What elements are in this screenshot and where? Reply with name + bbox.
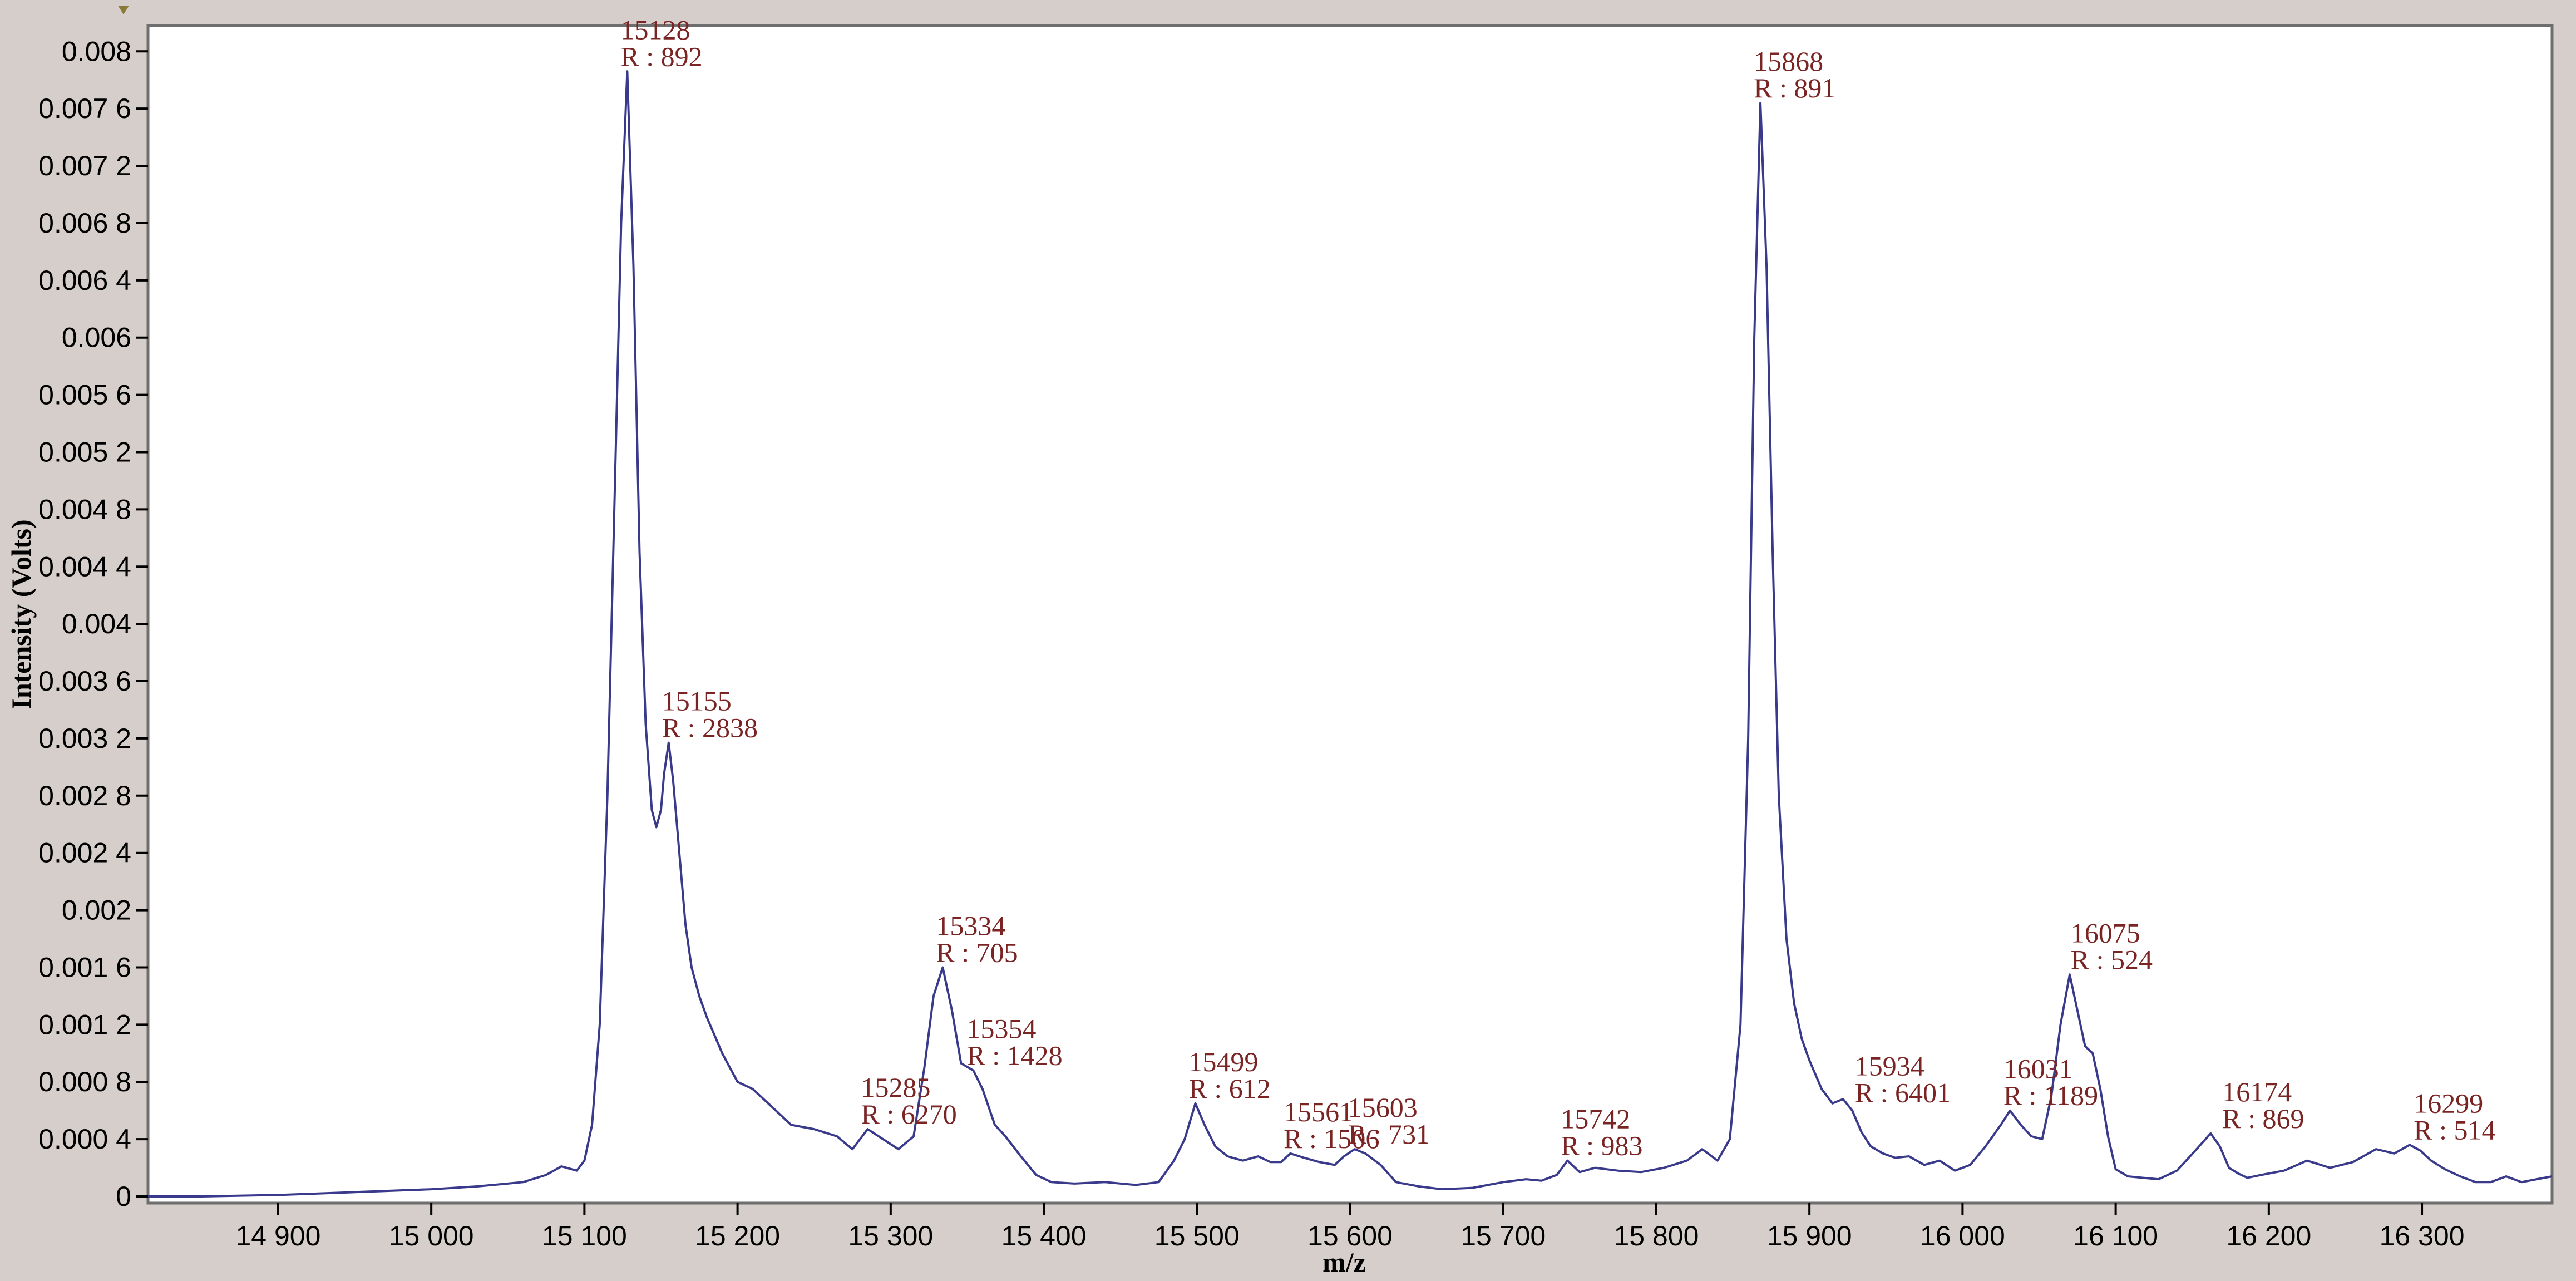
peak-resolution-label: R : 983 [1561,1130,1642,1161]
peak-mz-label: 15742 [1561,1103,1630,1135]
y-tick-label: 0.002 4 [38,837,131,869]
x-axis: 14 900 15 000 15 100 15 200 15 300 15 400 15 5… [235,1203,2465,1252]
peak-mz-label: 15155 [662,686,732,717]
y-tick-label: 0 [116,1181,131,1212]
peak-resolution-label: R : 1189 [2003,1080,2098,1111]
peak-mz-label: 15128 [620,14,690,45]
y-axis: 0 0.000 4 0.000 8 0.001 2 0.001 6 0.002 0.002 … [38,36,148,1212]
peak-resolution-label: R : 6270 [861,1098,957,1130]
x-tick-label: 14 900 [235,1220,320,1252]
peak-resolution-label: R : 892 [620,41,702,72]
peak-resolution-label: R : 524 [2071,944,2153,975]
y-tick-label: 0.006 4 [38,265,131,296]
x-tick-label: 15 100 [542,1220,627,1252]
y-tick-label: 0.001 6 [38,952,131,983]
y-tick-label: 0.004 4 [38,551,131,582]
y-tick-label: 0.005 6 [38,380,131,411]
x-tick-label: 15 300 [848,1220,933,1252]
x-axis-title: m/z [1322,1246,1366,1278]
y-tick-label: 0.000 8 [38,1066,131,1097]
peak-resolution-label: R : 2838 [662,712,758,743]
y-tick-label: 0.007 2 [38,150,131,181]
peak-resolution-label: R : 1506 [1284,1123,1379,1154]
peak-mz-label: 15603 [1348,1092,1418,1123]
y-tick-label: 0.004 8 [38,494,131,525]
x-tick-label: 16 100 [2073,1220,2158,1252]
y-tick-label: 0.002 8 [38,780,131,811]
y-tick-label: 0.003 2 [38,723,131,754]
x-tick-label: 15 500 [1154,1220,1240,1252]
y-tick-label: 0.006 [62,322,131,353]
peak-resolution-label: R : 891 [1754,72,1835,104]
peak-resolution-label: R : 731 [1348,1119,1430,1150]
x-tick-label: 15 800 [1613,1220,1699,1252]
peak-mz-label: 15354 [966,1013,1036,1044]
y-tick-label: 0.005 2 [38,436,131,467]
y-tick-label: 0.006 8 [38,208,131,239]
peak-mz-label: 16075 [2071,917,2140,948]
peak-resolution-label: R : 1428 [966,1040,1062,1071]
x-tick-label: 16 000 [1920,1220,2005,1252]
x-tick-label: 15 200 [695,1220,780,1252]
peak-mz-label: 15334 [936,910,1005,941]
peak-mz-label: 16031 [2003,1053,2073,1085]
y-tick-label: 0.002 [62,895,131,926]
x-tick-label: 15 600 [1307,1220,1393,1252]
y-tick-label: 0.001 2 [38,1009,131,1040]
plot-area [146,24,2554,1205]
y-tick-label: 0.007 6 [38,93,131,124]
peak-mz-label: 15561 [1284,1096,1353,1127]
y-tick-label: 0.000 4 [38,1124,131,1155]
peak-resolution-label: R : 869 [2222,1103,2304,1134]
x-tick-label: 15 000 [389,1220,474,1252]
peak-resolution-label: R : 612 [1189,1073,1271,1104]
spectrum-line [148,70,2553,1198]
peak-mz-label: 16174 [2222,1076,2292,1107]
peak-mz-label: 15934 [1855,1051,1924,1082]
peak-resolution-label: R : 705 [936,937,1018,968]
peak-mz-label: 15868 [1754,46,1823,77]
x-tick-label: 16 300 [2380,1220,2465,1252]
peak-resolution-label: R : 514 [2414,1114,2495,1145]
x-tick-label: 15 900 [1767,1220,1852,1252]
y-tick-label: 0.008 [62,36,131,67]
x-tick-label: 15 700 [1460,1220,1546,1252]
peak-mz-label: 16299 [2414,1087,2483,1119]
y-tick-label: 0.004 [62,608,131,639]
triangle-down-icon [118,6,129,14]
y-tick-label: 0.003 6 [38,666,131,697]
peak-resolution-label: R : 6401 [1855,1077,1951,1108]
peak-mz-label: 15285 [861,1072,931,1103]
x-tick-label: 16 200 [2226,1220,2311,1252]
peak-mz-label: 15499 [1189,1046,1259,1077]
x-tick-label: 15 400 [1001,1220,1087,1252]
y-axis-title: Intensity (Volts) [6,519,37,709]
